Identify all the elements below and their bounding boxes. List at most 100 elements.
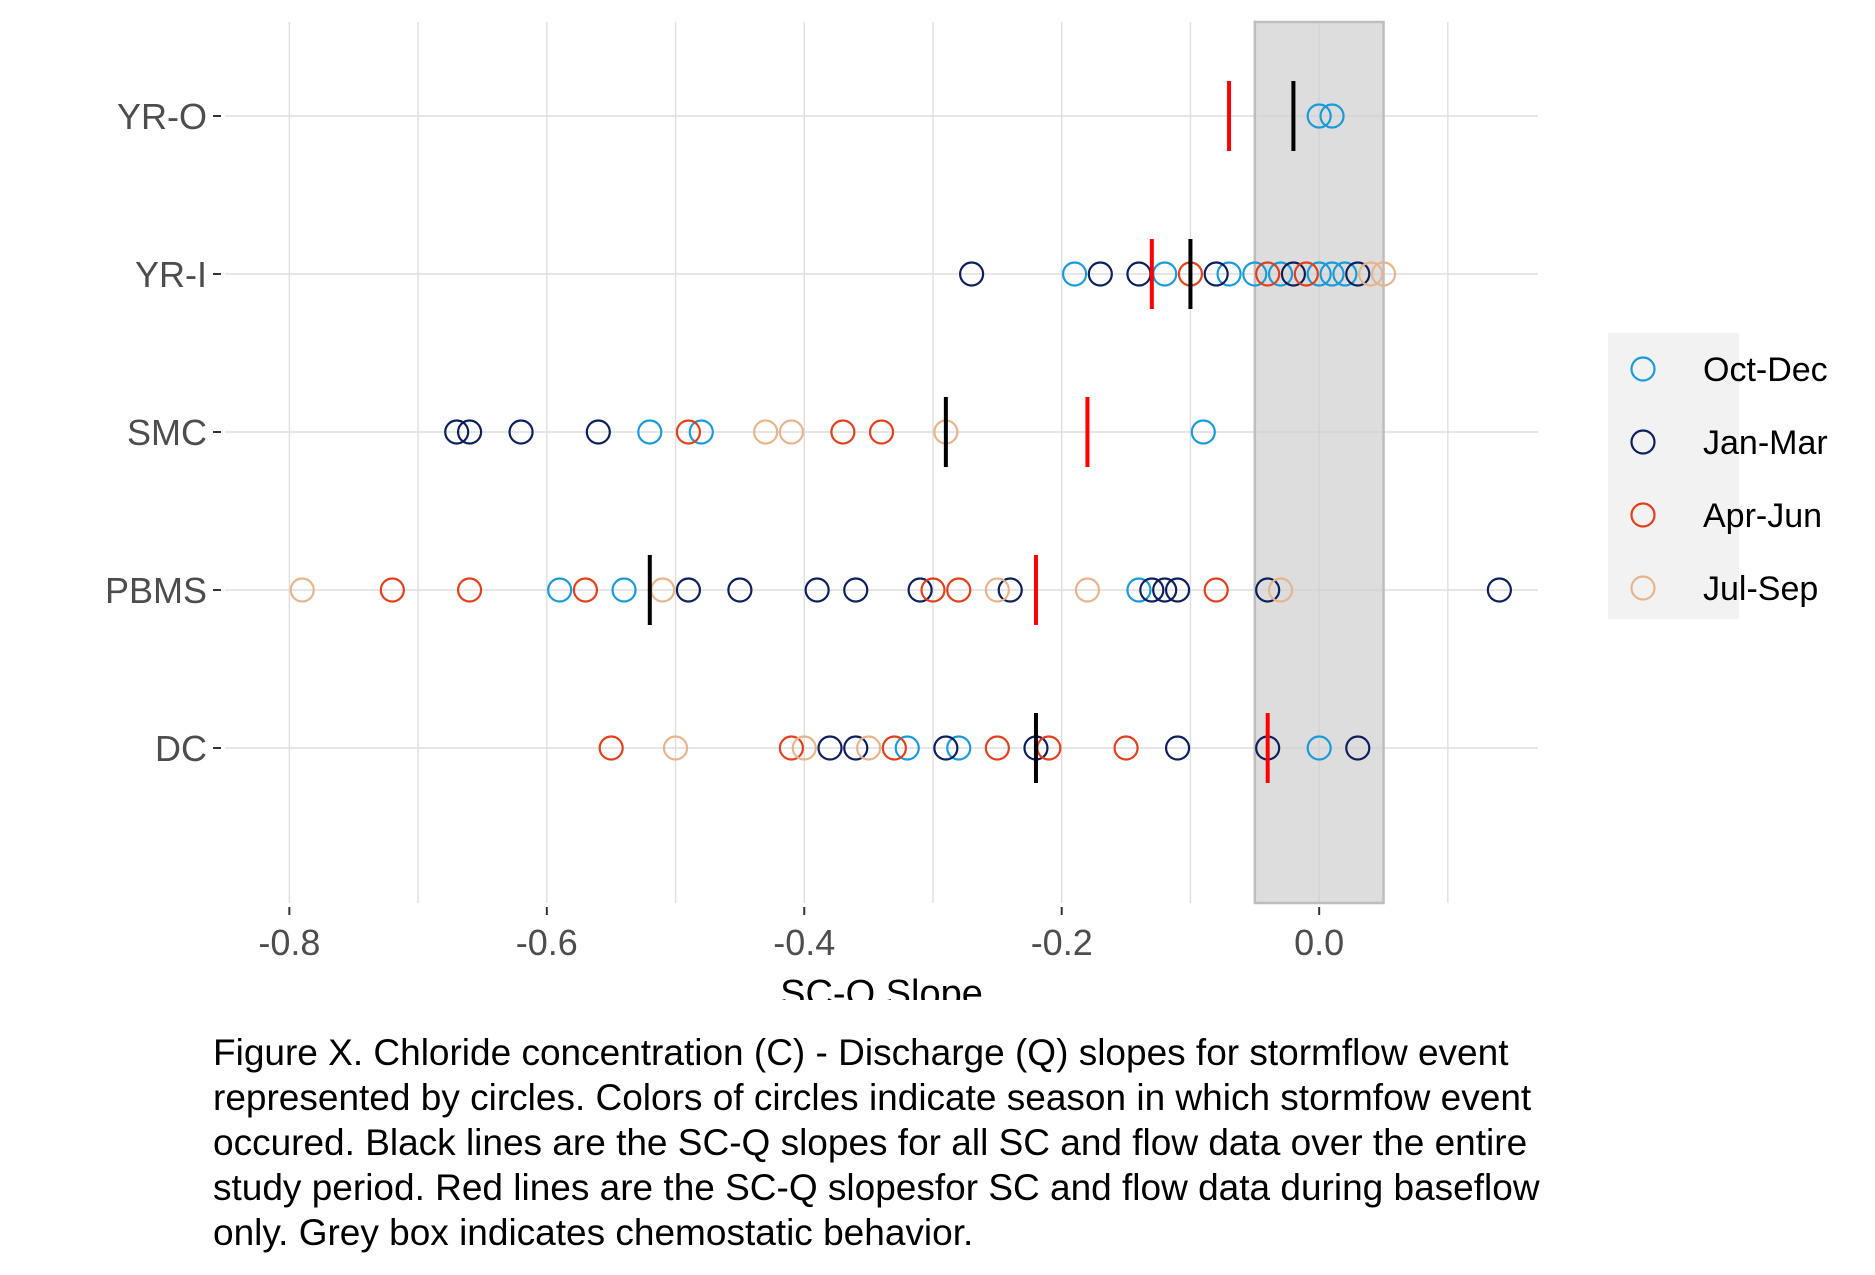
legend: Oct-Dec Jan-Mar Apr-Jun Jul-Sep (1608, 333, 1828, 619)
event-point (843, 577, 869, 603)
legend-key (1630, 356, 1656, 382)
event-point (1280, 261, 1307, 287)
legend-label: Jan-Mar (1703, 424, 1828, 462)
y-tick-label: DC (155, 728, 207, 769)
x-tick-label: -0.4 (773, 922, 835, 963)
event-point (1061, 261, 1088, 287)
event-point (1242, 261, 1268, 287)
event-point (817, 735, 843, 761)
legend-label: Jul-Sep (1703, 570, 1818, 608)
x-axis-title: SC-Q Slope (780, 973, 983, 1000)
x-tick-label: -0.8 (258, 922, 320, 963)
event-point (547, 577, 573, 603)
event-point (1152, 577, 1178, 603)
event-point (727, 577, 753, 603)
legend-key (1630, 575, 1656, 601)
event-point (1319, 261, 1345, 287)
slope-lines (647, 81, 1296, 783)
event-point (1216, 261, 1242, 287)
event-point (1306, 261, 1332, 287)
legend-label: Apr-Jun (1703, 497, 1822, 535)
event-point (946, 577, 972, 603)
event-point (791, 735, 817, 761)
event-point (572, 577, 599, 603)
event-point (946, 735, 972, 761)
axes: YR-O YR-I SMC PBMS DC -0.8 -0.6 -0.4 -0.2 0.0 SC-Q… (105, 96, 1344, 1000)
event-point (1306, 103, 1332, 129)
event-point (753, 419, 779, 445)
event-point (379, 577, 405, 603)
event-point (933, 735, 959, 761)
event-point (1164, 735, 1191, 761)
event-point (868, 419, 895, 445)
event-point (959, 261, 985, 287)
event-point (1370, 261, 1397, 287)
event-point (444, 419, 470, 445)
event-point (1267, 577, 1294, 603)
event-point (688, 419, 714, 445)
y-tick-label: YR-I (135, 254, 207, 295)
event-point (1319, 103, 1345, 129)
event-point (637, 419, 663, 445)
x-tick-label: 0.0 (1294, 922, 1344, 963)
event-point (1293, 261, 1319, 287)
x-tick-label: -0.2 (1031, 922, 1093, 963)
event-point (675, 577, 702, 603)
event-point (881, 735, 907, 761)
event-point (804, 577, 830, 603)
caption-line: only. Grey box indicates chemostatic beh… (213, 1212, 974, 1253)
event-point (662, 735, 689, 761)
event-point (1255, 261, 1281, 287)
event-point (1203, 261, 1229, 287)
caption-line: study period. Red lines are the SC-Q slo… (213, 1167, 1540, 1208)
event-point (894, 735, 920, 761)
caption-line: Figure X. Chloride concentration (C) - D… (213, 1032, 1509, 1073)
event-point (1203, 577, 1229, 603)
y-tick-label: YR-O (117, 96, 207, 137)
legend-label: Oct-Dec (1703, 351, 1828, 389)
event-point (1113, 735, 1139, 761)
chemostatic-band-rect (1253, 20, 1385, 905)
y-tick-label: PBMS (105, 570, 207, 611)
event-point (289, 577, 315, 603)
event-point (1164, 577, 1191, 603)
event-point (456, 577, 483, 603)
event-points (289, 103, 1512, 761)
event-point (598, 735, 624, 761)
event-point (778, 419, 804, 445)
event-point (778, 735, 804, 761)
event-point (456, 419, 483, 445)
event-point (984, 577, 1010, 603)
x-tick-label: -0.6 (516, 922, 578, 963)
event-point (1139, 577, 1165, 603)
event-point (1345, 735, 1371, 761)
y-tick-label: SMC (127, 412, 207, 453)
event-point (907, 577, 933, 603)
event-point (984, 735, 1010, 761)
event-point (675, 419, 702, 445)
event-point (1255, 577, 1281, 603)
event-point (585, 419, 611, 445)
chemostatic-band (1253, 20, 1385, 905)
sc-q-slope-chart: YR-O YR-I SMC PBMS DC -0.8 -0.6 -0.4 -0.2 0.0 SC-Q… (105, 20, 1828, 1000)
event-point (1486, 577, 1512, 603)
event-point (1074, 577, 1101, 603)
legend-key (1630, 429, 1656, 455)
event-point (1126, 577, 1152, 603)
event-point (1306, 735, 1332, 761)
event-point (1190, 419, 1216, 445)
event-point (611, 577, 637, 603)
event-point (830, 419, 856, 445)
event-point (920, 577, 946, 603)
caption-line: represented by circles. Colors of circle… (213, 1077, 1532, 1118)
legend-background (1608, 333, 1739, 619)
event-point (1345, 261, 1371, 287)
legend-key (1630, 502, 1656, 528)
event-point (856, 735, 882, 761)
figure-caption: Figure X. Chloride concentration (C) - D… (213, 1030, 1773, 1255)
caption-line: occured. Black lines are the SC-Q slopes… (213, 1122, 1528, 1163)
event-point (843, 735, 869, 761)
event-point (1087, 261, 1113, 287)
event-point (1267, 261, 1294, 287)
event-point (508, 419, 534, 445)
